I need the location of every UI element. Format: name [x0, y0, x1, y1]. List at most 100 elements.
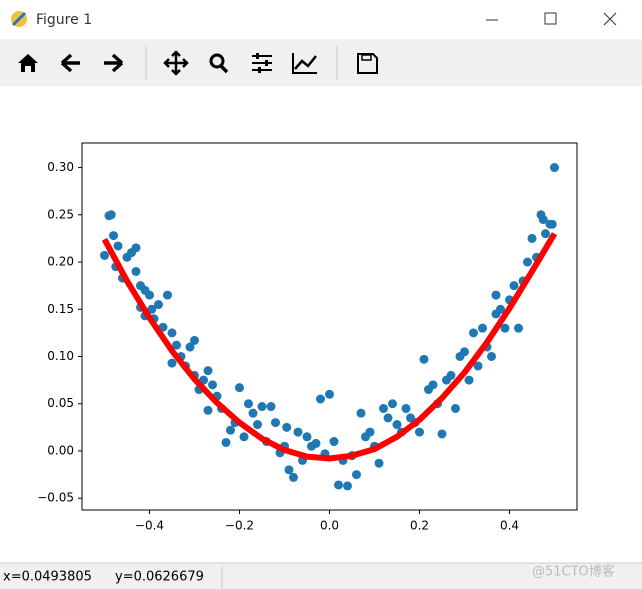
scatter-point	[379, 403, 388, 413]
scatter-point	[527, 233, 537, 243]
y-tick-label: 0.05	[47, 396, 74, 410]
scatter-point	[383, 413, 393, 423]
y-tick-label: 0.10	[47, 349, 74, 363]
scatter-point	[550, 163, 559, 173]
scatter-point	[334, 480, 343, 490]
x-tick-label: 0.4	[500, 519, 519, 533]
x-tick-label: 0.0	[320, 519, 339, 533]
scatter-point	[203, 366, 213, 376]
window-title: Figure 1	[36, 12, 92, 28]
scatter-point	[271, 418, 280, 428]
scatter-point	[185, 342, 195, 352]
scatter-point	[167, 358, 177, 368]
scatter-point	[147, 304, 157, 314]
title-bar: Figure 1	[11, 11, 617, 28]
scatter-point	[266, 402, 276, 412]
scatter-point	[469, 328, 478, 338]
scatter-point	[538, 215, 548, 225]
slider-knob	[265, 60, 268, 66]
scatter-point	[311, 438, 321, 448]
y-tick-label: 0.30	[47, 160, 74, 174]
save-mark	[361, 54, 372, 61]
edit-axis-mark	[294, 55, 317, 70]
scatter-point	[392, 420, 402, 430]
scatter-point	[460, 347, 469, 357]
status-y: y=0.0626679	[115, 570, 204, 585]
scatter-point	[190, 335, 199, 345]
y-tick-label: −0.05	[37, 491, 74, 505]
scatter-point	[478, 323, 487, 333]
watermark: @51CTO博客	[532, 564, 615, 580]
zoom-button[interactable]	[209, 53, 225, 69]
scatter-point	[514, 323, 523, 333]
scatter-point	[496, 304, 505, 314]
fit-line	[101, 232, 558, 462]
save-button[interactable]	[357, 53, 378, 74]
scatter-point	[239, 432, 249, 442]
home-button[interactable]	[18, 54, 38, 72]
scatter-point	[500, 323, 510, 333]
scatter-point	[253, 420, 262, 430]
scatter-point	[235, 383, 244, 393]
scatter-point	[113, 241, 123, 251]
scatter-point	[293, 427, 303, 437]
scatter-point	[131, 243, 141, 253]
scatter-point	[109, 231, 118, 241]
x-tick-label: 0.2	[410, 519, 429, 533]
toolbar	[0, 39, 642, 86]
scatter-point	[388, 399, 397, 409]
configure-button[interactable]	[252, 55, 272, 71]
scatter-point	[100, 250, 109, 260]
forward-button[interactable]	[104, 53, 124, 73]
scatter-point	[172, 340, 181, 350]
scatter-point	[547, 219, 557, 229]
scatter-point	[343, 481, 352, 491]
y-tick-label: 0.25	[47, 207, 74, 221]
scatter-point	[208, 380, 217, 390]
scatter-point	[446, 370, 456, 380]
edit-axis-button[interactable]	[292, 53, 317, 74]
scatter-point	[329, 437, 339, 447]
scatter-point	[167, 328, 177, 338]
back-button[interactable]	[60, 53, 80, 73]
status-x: x=0.0493805	[3, 570, 92, 585]
scatter-point	[365, 427, 375, 437]
scatter-point	[248, 408, 258, 418]
scatter-point	[131, 266, 141, 276]
scatter-point	[302, 432, 312, 442]
scatter-point	[289, 472, 298, 482]
slider-knob	[256, 53, 259, 59]
y-tick-label: 0.15	[47, 302, 74, 316]
scatter-point	[541, 229, 550, 239]
scatter-point	[415, 427, 424, 437]
scatter-point	[401, 403, 411, 413]
scatter-point	[491, 290, 501, 300]
scatter-point	[163, 290, 172, 300]
close-button[interactable]	[603, 12, 617, 26]
plot: −0.4 −0.2 0.0 0.2 0.4 −0.05 0.00 0.05 0.10 0.15 0.…	[37, 142, 578, 533]
scatter-point	[464, 375, 474, 385]
scatter-point	[154, 300, 163, 310]
scatter-point	[106, 210, 116, 220]
scatter-point	[282, 422, 292, 432]
slider-knob	[258, 67, 261, 73]
pan-button[interactable]	[163, 50, 189, 76]
scatter-point	[487, 351, 496, 361]
y-tick-label: 0.20	[47, 255, 74, 269]
app-icon-mark	[11, 11, 27, 27]
scatter-point	[244, 399, 253, 409]
scatter-point	[221, 437, 231, 447]
scatter-point	[145, 290, 154, 300]
scatter-point	[316, 394, 325, 404]
scatter-point	[451, 403, 460, 413]
scatter-point	[509, 281, 519, 291]
maximize-button[interactable]	[544, 12, 557, 25]
zoom-handle	[219, 64, 229, 74]
scatter-point	[257, 402, 267, 412]
x-tick-label: −0.4	[135, 519, 164, 533]
scatter-point	[352, 470, 361, 480]
scatter-point	[523, 257, 532, 267]
scatter-point	[437, 429, 447, 439]
scatter-point	[374, 458, 384, 468]
